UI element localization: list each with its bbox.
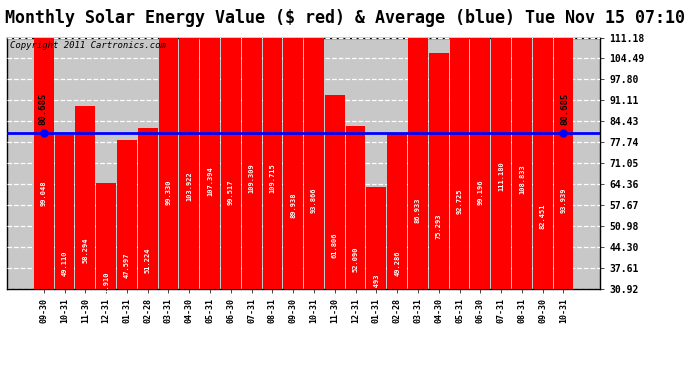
- Text: 47.597: 47.597: [124, 252, 130, 278]
- Bar: [325, 95, 345, 289]
- Bar: [450, 0, 469, 289]
- Bar: [553, 0, 573, 289]
- Text: 58.294: 58.294: [82, 237, 88, 263]
- Bar: [304, 0, 324, 289]
- Text: 111.180: 111.180: [498, 161, 504, 190]
- Bar: [200, 0, 220, 289]
- Text: 92.725: 92.725: [457, 189, 462, 214]
- Text: 99.048: 99.048: [41, 180, 47, 206]
- Text: 49.286: 49.286: [394, 250, 400, 276]
- Bar: [117, 140, 137, 289]
- Bar: [284, 7, 303, 289]
- Text: 103.922: 103.922: [186, 171, 193, 201]
- Bar: [241, 0, 262, 289]
- Text: 80.685: 80.685: [38, 93, 47, 125]
- Text: 93.866: 93.866: [311, 188, 317, 213]
- Bar: [346, 126, 366, 289]
- Bar: [429, 53, 448, 289]
- Text: 52.090: 52.090: [353, 246, 359, 272]
- Text: Monthly Solar Energy Value ($ red) & Average (blue) Tue Nov 15 07:10: Monthly Solar Energy Value ($ red) & Ave…: [5, 9, 685, 27]
- Text: 80.685: 80.685: [560, 93, 569, 125]
- Text: 99.330: 99.330: [166, 180, 172, 205]
- Text: 86.933: 86.933: [415, 197, 421, 223]
- Text: 82.451: 82.451: [540, 203, 546, 229]
- Bar: [366, 187, 386, 289]
- Bar: [491, 0, 511, 289]
- Bar: [408, 16, 428, 289]
- Text: 99.517: 99.517: [228, 179, 234, 205]
- Bar: [262, 0, 282, 289]
- Text: 49.110: 49.110: [61, 251, 68, 276]
- Text: Copyright 2011 Cartronics.com: Copyright 2011 Cartronics.com: [10, 41, 166, 50]
- Bar: [179, 0, 199, 289]
- Bar: [471, 0, 490, 289]
- Bar: [533, 31, 553, 289]
- Text: 93.939: 93.939: [560, 187, 566, 213]
- Text: 51.224: 51.224: [145, 248, 150, 273]
- Bar: [138, 128, 157, 289]
- Bar: [75, 106, 95, 289]
- Bar: [34, 0, 54, 289]
- Text: 109.715: 109.715: [269, 163, 275, 193]
- Bar: [55, 135, 75, 289]
- Bar: [512, 0, 532, 289]
- Text: 33.910: 33.910: [103, 272, 109, 297]
- Bar: [159, 0, 178, 289]
- Text: 99.196: 99.196: [477, 180, 483, 206]
- Text: 89.938: 89.938: [290, 193, 296, 218]
- Text: 107.394: 107.394: [207, 166, 213, 196]
- Text: 32.493: 32.493: [373, 274, 380, 299]
- Text: 61.806: 61.806: [332, 232, 338, 258]
- Bar: [387, 135, 407, 289]
- Bar: [96, 183, 116, 289]
- Text: 108.833: 108.833: [519, 164, 525, 194]
- Bar: [221, 0, 241, 289]
- Text: 109.309: 109.309: [248, 164, 255, 193]
- Text: 75.293: 75.293: [435, 213, 442, 239]
